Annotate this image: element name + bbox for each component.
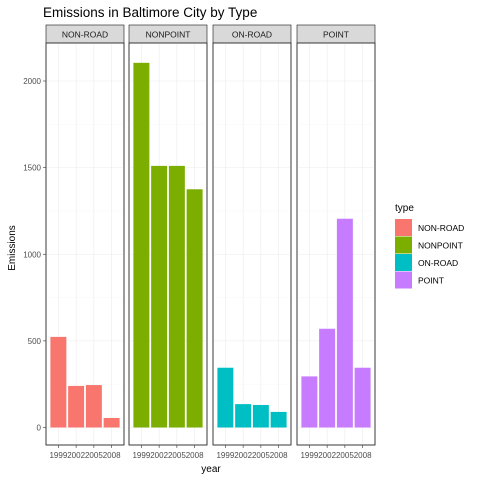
panel-on-road: ON-ROAD 1999 2002 2005 2008: [212, 24, 292, 460]
legend-swatch-on-road: [395, 254, 412, 271]
panel-non-road: NON-ROAD 1999 2002 2005 2008: [45, 24, 125, 460]
y-axis-title: Emissions: [7, 225, 18, 271]
x-tick-label-on-road-2002: 2002: [234, 451, 252, 460]
bar-nonpoint-2008: [186, 189, 203, 428]
strip-label-on-road: ON-ROAD: [232, 30, 272, 40]
legend-label-point: POINT: [418, 276, 444, 286]
y-tick-label-500: 500: [28, 337, 42, 346]
panel-nonpoint: NONPOINT 1999 2002 2005 2008: [128, 24, 208, 460]
bar-on-road-2002: [235, 404, 252, 428]
x-tick-label-non-road-2002: 2002: [67, 451, 85, 460]
legend-label-nonpoint: NONPOINT: [418, 241, 463, 251]
legend-label-on-road: ON-ROAD: [418, 258, 458, 268]
y-tick-label-1500: 1500: [23, 164, 41, 173]
legend-swatch-non-road: [395, 219, 412, 236]
panel-point: POINT 1999 2002 2005 2008: [296, 24, 376, 460]
legend-swatch-nonpoint: [395, 236, 412, 254]
x-axis-title: year: [201, 464, 221, 475]
bar-non-road-2002: [68, 385, 85, 428]
bar-point-1999: [301, 376, 318, 428]
bar-point-2008: [354, 367, 371, 428]
x-tick-label-point-2002: 2002: [318, 451, 336, 460]
bar-on-road-1999: [217, 367, 234, 428]
bar-point-2005: [336, 218, 353, 428]
strip-label-nonpoint: NONPOINT: [146, 30, 191, 40]
bar-nonpoint-1999: [133, 62, 150, 428]
bar-nonpoint-2002: [151, 165, 168, 428]
x-tick-label-nonpoint-1999: 1999: [132, 451, 150, 460]
x-tick-label-nonpoint-2008: 2008: [186, 451, 204, 460]
bar-non-road-2005: [85, 385, 102, 428]
y-axis: 0 500 1000 1500 2000: [23, 77, 46, 433]
legend: type NON-ROAD NONPOINT ON-ROAD POINT: [395, 203, 464, 289]
x-tick-label-on-road-2005: 2005: [252, 451, 270, 460]
bar-nonpoint-2005: [168, 165, 185, 428]
legend-title: type: [395, 203, 414, 214]
strip-label-point: POINT: [323, 30, 349, 40]
chart-title: Emissions in Baltimore City by Type: [43, 5, 257, 20]
x-tick-label-nonpoint-2002: 2002: [150, 451, 168, 460]
x-tick-label-on-road-2008: 2008: [270, 451, 288, 460]
x-tick-label-non-road-2008: 2008: [103, 451, 121, 460]
legend-label-non-road: NON-ROAD: [418, 223, 464, 233]
bar-non-road-1999: [50, 336, 67, 428]
y-tick-label-2000: 2000: [23, 77, 41, 86]
panel-border-non-road: [45, 42, 125, 446]
panel-border-on-road: [212, 42, 292, 446]
x-tick-label-non-road-1999: 1999: [49, 451, 67, 460]
bar-on-road-2005: [252, 404, 269, 428]
panel-border-point: [296, 42, 376, 446]
bar-point-2002: [319, 328, 336, 428]
bar-on-road-2008: [270, 411, 287, 428]
x-tick-label-nonpoint-2005: 2005: [168, 451, 186, 460]
y-tick-label-0: 0: [37, 424, 42, 433]
y-tick-label-1000: 1000: [23, 250, 41, 259]
x-tick-label-point-1999: 1999: [300, 451, 318, 460]
panel-border-nonpoint: [128, 42, 208, 446]
strip-label-non-road: NON-ROAD: [62, 30, 108, 40]
x-tick-label-point-2008: 2008: [354, 451, 372, 460]
x-tick-label-non-road-2005: 2005: [85, 451, 103, 460]
x-tick-label-on-road-1999: 1999: [216, 451, 234, 460]
bar-non-road-2008: [103, 417, 120, 428]
x-tick-label-point-2005: 2005: [336, 451, 354, 460]
legend-swatch-point: [395, 271, 412, 289]
